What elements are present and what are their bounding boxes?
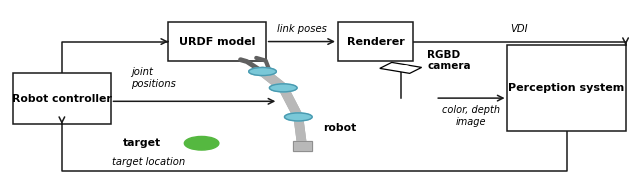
Text: URDF model: URDF model [179, 37, 255, 46]
FancyBboxPatch shape [338, 23, 413, 61]
Text: Perception system: Perception system [508, 83, 625, 93]
Text: link poses: link poses [277, 24, 327, 34]
FancyBboxPatch shape [168, 23, 266, 61]
Circle shape [397, 66, 410, 69]
Text: target: target [123, 138, 161, 148]
Ellipse shape [184, 137, 219, 150]
Text: joint
positions: joint positions [131, 67, 175, 89]
Text: Renderer: Renderer [347, 37, 404, 46]
Circle shape [269, 84, 297, 92]
Text: target location: target location [112, 157, 186, 167]
Text: robot: robot [323, 123, 356, 133]
FancyBboxPatch shape [508, 45, 625, 130]
Text: VDI: VDI [511, 24, 528, 34]
Circle shape [285, 113, 312, 121]
Polygon shape [380, 62, 422, 73]
Text: Robot controller: Robot controller [12, 94, 112, 104]
Text: RGBD
camera: RGBD camera [427, 50, 470, 71]
Bar [292, 141, 312, 151]
FancyBboxPatch shape [13, 73, 111, 124]
Text: color, depth
image: color, depth image [442, 105, 500, 127]
Circle shape [249, 68, 276, 76]
